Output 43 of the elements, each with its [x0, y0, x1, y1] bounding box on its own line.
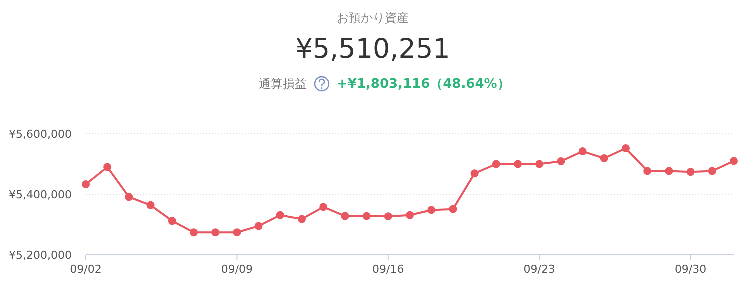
y-tick-label: ¥5,600,000	[9, 128, 72, 141]
point	[212, 228, 220, 237]
point	[168, 217, 176, 226]
point	[384, 212, 392, 221]
point	[298, 215, 306, 224]
point	[233, 228, 242, 237]
x-tick-label: 09/30	[674, 263, 707, 276]
point	[254, 222, 263, 230]
point	[644, 167, 652, 176]
point	[708, 167, 716, 176]
point	[686, 168, 695, 176]
point	[428, 206, 436, 214]
text: +¥1,803,116（48.64%）	[337, 77, 510, 92]
point	[578, 148, 587, 156]
point	[492, 160, 500, 168]
point	[190, 228, 198, 237]
x-tick-label: 09/09	[221, 263, 254, 276]
text: 通算損益	[259, 77, 307, 91]
point	[146, 201, 155, 210]
point	[125, 193, 134, 202]
chart-subtitle: ¥5,510,251	[296, 34, 450, 65]
point	[362, 212, 371, 220]
point	[622, 144, 630, 153]
point	[557, 158, 566, 166]
x-tick-label: 09/02	[70, 263, 102, 276]
x-tick-label: 09/16	[372, 263, 404, 276]
point	[470, 170, 479, 178]
point	[600, 154, 608, 163]
point	[104, 163, 112, 172]
point	[320, 203, 328, 212]
point	[665, 167, 674, 176]
point	[82, 180, 90, 189]
point	[276, 211, 284, 220]
point	[341, 212, 350, 220]
point	[406, 211, 414, 220]
x-tick-label: 09/23	[524, 263, 556, 276]
point	[536, 160, 544, 168]
point	[514, 160, 522, 168]
point	[449, 205, 458, 214]
point	[730, 157, 738, 166]
y-tick-label: ¥5,400,000	[9, 188, 72, 202]
chart-title: お預かり資産	[337, 11, 409, 25]
y-tick-label: ¥5,200,000	[9, 249, 72, 262]
